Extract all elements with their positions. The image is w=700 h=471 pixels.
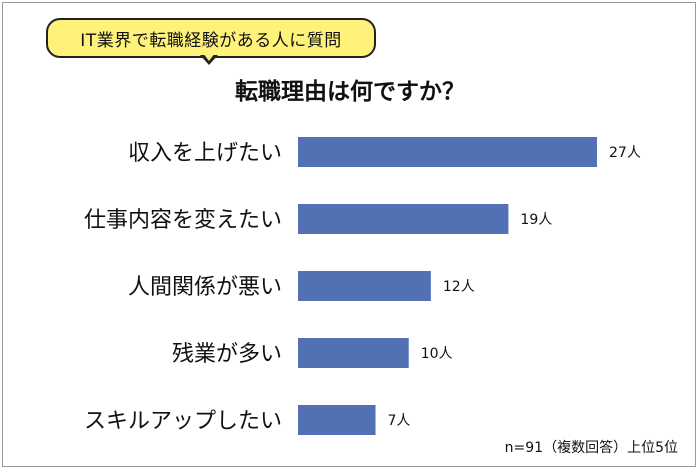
data-label: 10人 bbox=[421, 346, 453, 362]
bar bbox=[298, 137, 597, 167]
banner-text: IT業界で転職経験がある人に質問 bbox=[46, 18, 376, 58]
bar bbox=[298, 338, 409, 368]
data-label: 19人 bbox=[520, 212, 552, 228]
banner-tail-fill bbox=[203, 53, 215, 61]
question-banner: IT業界で転職経験がある人に質問 bbox=[46, 18, 394, 70]
chart-frame bbox=[2, 2, 696, 467]
category-label: 残業が多い bbox=[172, 342, 282, 367]
bar bbox=[298, 405, 376, 435]
category-label: 仕事内容を変えたい bbox=[84, 208, 282, 233]
sample-size-note: n=91（複数回答）上位5位 bbox=[504, 440, 678, 456]
category-label: 収入を上げたい bbox=[128, 141, 282, 166]
data-label: 12人 bbox=[443, 279, 475, 295]
chart-title: 転職理由は何ですか？ bbox=[235, 79, 465, 105]
category-label: 人間関係が悪い bbox=[128, 275, 282, 300]
bar bbox=[298, 271, 431, 301]
category-label: スキルアップしたい bbox=[84, 409, 282, 434]
bar bbox=[298, 204, 509, 234]
data-label: 7人 bbox=[388, 413, 411, 429]
data-label: 27人 bbox=[609, 145, 641, 161]
